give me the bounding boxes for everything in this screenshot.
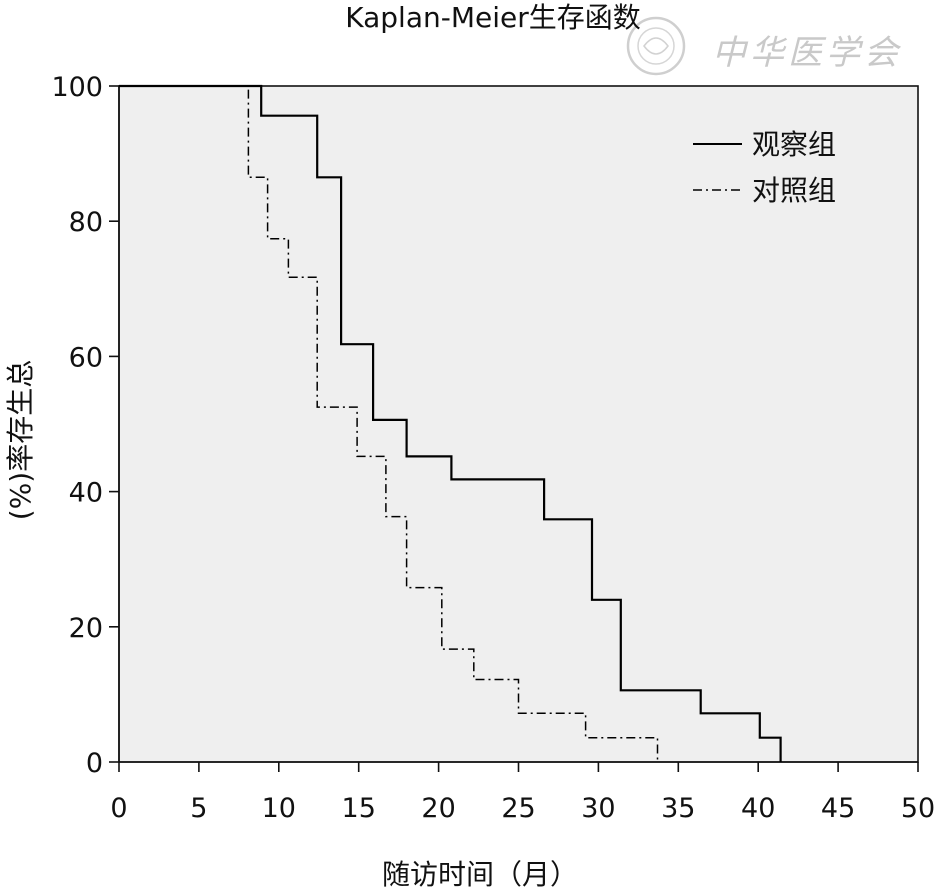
- x-tick-label: 20: [421, 793, 455, 824]
- x-tick-label: 10: [262, 793, 296, 824]
- y-axis-ticks: 0 20 40 60 80 100: [51, 72, 119, 779]
- x-tick-label: 35: [661, 793, 695, 824]
- legend-label-observation: 观察组: [752, 128, 836, 161]
- x-tick-label: 25: [501, 793, 535, 824]
- y-tick-label: 40: [69, 478, 103, 509]
- y-tick-label: 100: [51, 72, 103, 103]
- y-tick-label: 0: [86, 748, 103, 779]
- x-axis-label: 随访时间（月）: [382, 858, 578, 891]
- chart-title: Kaplan-Meier生存函数: [345, 1, 641, 34]
- y-tick-label: 20: [69, 613, 103, 644]
- x-tick-label: 50: [901, 793, 935, 824]
- x-tick-label: 40: [741, 793, 775, 824]
- y-tick-label: 80: [69, 207, 103, 238]
- series-layer: [119, 84, 782, 762]
- plot-area: [118, 85, 919, 763]
- x-axis-ticks: 0 5 10 15 20 25 30 35 40 45 50: [110, 762, 935, 824]
- legend-label-control: 对照组: [752, 174, 836, 207]
- x-tick-label: 5: [190, 793, 207, 824]
- x-tick-label: 30: [581, 793, 615, 824]
- series-line-observation: [119, 84, 782, 762]
- legend: 观察组 对照组: [693, 128, 836, 207]
- x-tick-label: 15: [342, 793, 376, 824]
- y-axis-label: (%)率存生总: [4, 360, 37, 520]
- series-line-control: [119, 85, 659, 762]
- x-tick-label: 45: [821, 793, 855, 824]
- y-tick-label: 60: [69, 342, 103, 373]
- watermark-text: 中华医学会: [712, 33, 902, 73]
- watermark-seal-icon: [626, 16, 686, 76]
- x-tick-label: 0: [110, 793, 127, 824]
